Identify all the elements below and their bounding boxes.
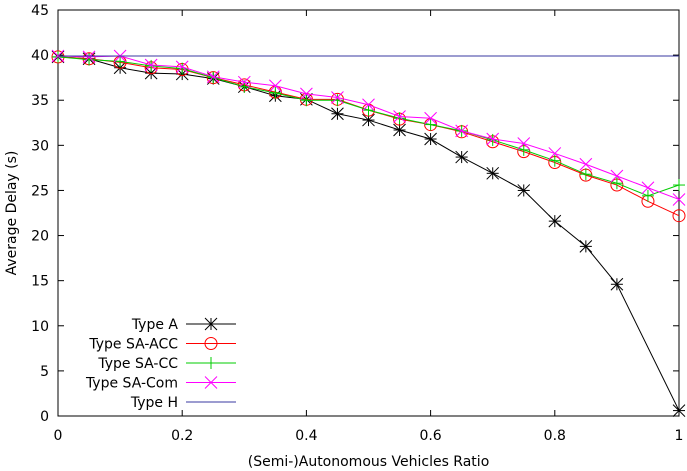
y-axis-label: Average Delay (s) (4, 151, 20, 276)
data-point (206, 70, 220, 84)
x-tick-label: 0 (54, 428, 63, 444)
legend-item: Type SA-Com (85, 376, 236, 392)
y-tick-label: 0 (40, 409, 49, 425)
data-point (486, 132, 500, 146)
y-tick-label: 40 (31, 48, 49, 64)
data-point (424, 118, 437, 131)
data-point (145, 59, 158, 72)
data-point (672, 193, 686, 206)
x-tick-label: 1 (675, 428, 684, 444)
legend-marker (205, 357, 217, 369)
data-point (548, 147, 562, 160)
legend-label: Type SA-ACC (88, 337, 178, 353)
y-tick-label: 45 (31, 3, 49, 19)
legend: Type A Type SA-ACC Type SA-CC Type SA-Com Ty… (85, 317, 236, 411)
data-point (393, 112, 406, 125)
data-point (610, 177, 623, 190)
x-tick-label: 0.8 (544, 428, 566, 444)
data-point (610, 277, 624, 291)
data-point (300, 87, 313, 101)
data-point (300, 94, 313, 107)
data-point (52, 50, 64, 63)
data-point (269, 87, 282, 100)
data-point (175, 60, 189, 74)
data-point (673, 179, 685, 192)
y-tick-label: 30 (31, 138, 49, 154)
data-point (486, 166, 500, 180)
data-point (579, 240, 593, 253)
x-tick-label: 0.6 (419, 428, 441, 444)
y-tick-label: 5 (40, 364, 49, 380)
x-tick-label: 0.4 (295, 428, 317, 444)
data-point (424, 132, 437, 146)
data-point (672, 209, 686, 223)
data-point (83, 53, 96, 66)
data-point (455, 150, 469, 164)
y-tick-label: 15 (31, 274, 49, 290)
legend-marker (204, 376, 218, 389)
y-axis: 0 5 10 15 20 25 30 35 40 45 (31, 3, 679, 425)
data-point (641, 189, 654, 202)
legend-label: Type SA-CC (97, 356, 178, 372)
data-point (82, 50, 96, 64)
data-point (268, 79, 282, 93)
data-point (641, 181, 655, 195)
x-axis: 0 0.2 0.4 0.6 0.8 1 (54, 10, 684, 444)
plot-border (57, 9, 680, 417)
data-point (548, 214, 562, 228)
data-point (393, 110, 406, 123)
data-point (579, 168, 592, 181)
data-point (176, 62, 189, 75)
series-layer (51, 49, 686, 417)
x-tick-label: 0.2 (171, 428, 193, 444)
legend-marker (204, 317, 218, 331)
legend-label: Type H (130, 395, 178, 411)
plot-frame (57, 9, 680, 417)
data-point (362, 98, 375, 112)
data-point (331, 107, 344, 121)
data-point (331, 94, 344, 107)
data-point (114, 55, 127, 68)
data-point (672, 404, 686, 417)
legend-label: Type SA-Com (85, 376, 178, 392)
y-tick-label: 35 (31, 93, 49, 109)
y-tick-label: 20 (31, 229, 49, 245)
series-line (57, 56, 680, 217)
x-axis-label: (Semi-)Autonomous Vehicles Ratio (248, 454, 490, 470)
data-point (144, 58, 158, 72)
legend-label: Type A (131, 317, 179, 333)
data-point (393, 123, 406, 137)
legend-marker (204, 337, 218, 350)
data-point (579, 157, 593, 171)
data-point (331, 91, 344, 104)
data-point (237, 75, 251, 89)
series-type-sa-acc (51, 50, 686, 223)
data-point (517, 143, 530, 156)
legend-item: Type H (130, 395, 236, 411)
data-point (548, 154, 561, 167)
data-point (424, 111, 437, 125)
legend-item: Type SA-CC (97, 356, 236, 372)
data-point (455, 124, 469, 138)
y-tick-label: 10 (31, 319, 49, 335)
data-point (362, 104, 375, 117)
legend-item: Type SA-ACC (88, 337, 236, 353)
y-tick-label: 25 (31, 183, 49, 199)
data-point (517, 184, 531, 197)
data-point (610, 169, 624, 183)
data-point (517, 137, 531, 150)
legend-item: Type A (131, 317, 236, 333)
